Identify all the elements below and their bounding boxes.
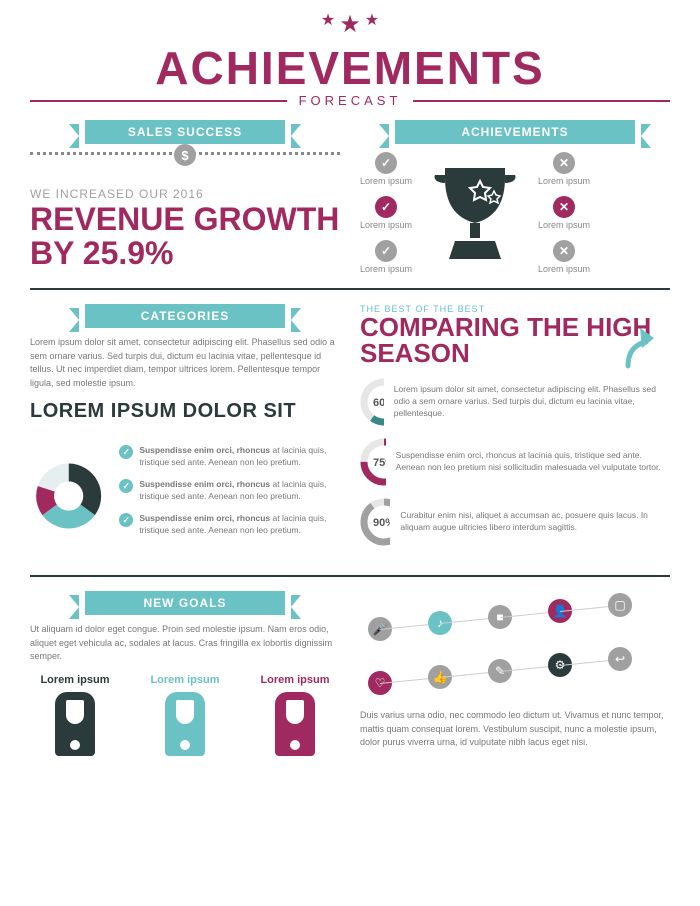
achievements-left-col: ✓ Lorem ipsum ✓ Lorem ipsum ✓ Lorem ipsum	[360, 152, 412, 274]
achievement-item: ✕ Lorem ipsum	[538, 240, 590, 274]
banner-categories: CATEGORIES	[85, 304, 285, 328]
arrow-up-icon	[624, 324, 658, 370]
icons-bottom-row: ♡👍✎⚙↩	[360, 645, 670, 695]
device-icon	[165, 692, 205, 756]
dotted-divider: $	[30, 152, 340, 177]
comparing-panel: THE BEST OF THE BEST COMPARING THE HIGH …	[360, 304, 670, 561]
check-icon: ✓	[375, 196, 397, 218]
check-icon: ✓	[375, 152, 397, 174]
star-icon: ★	[321, 10, 335, 39]
divider	[30, 288, 670, 290]
device-icon	[275, 692, 315, 756]
achievements-right-col: ✕ Lorem ipsum ✕ Lorem ipsum ✕ Lorem ipsum	[538, 152, 590, 274]
subtitle-wrap: FORECAST	[30, 93, 670, 108]
star-icon: ★	[339, 10, 361, 39]
categories-panel: CATEGORIES Lorem ipsum dolor sit amet, c…	[30, 304, 340, 561]
compare-title-text: COMPARING THE HIGH SEASON	[360, 312, 651, 368]
bullet-text: Suspendisse enim orci, rhoncus at lacini…	[139, 513, 340, 537]
category-icon: ↩	[608, 647, 632, 671]
achievement-item: ✓ Lorem ipsum	[360, 240, 412, 274]
achievement-label: Lorem ipsum	[360, 176, 412, 186]
bullet-list: ✓ Suspendisse enim orci, rhoncus at lacin…	[119, 445, 340, 546]
svg-text:60%: 60%	[373, 397, 384, 409]
achievement-label: Lorem ipsum	[538, 264, 590, 274]
progress-text: Suspendisse enim orci, rhoncus at lacini…	[396, 450, 670, 474]
bullet-item: ✓ Suspendisse enim orci, rhoncus at lacin…	[119, 445, 340, 469]
compare-title: COMPARING THE HIGH SEASON	[360, 314, 670, 366]
bullet-item: ✓ Suspendisse enim orci, rhoncus at lacin…	[119, 479, 340, 503]
dollar-icon: $	[174, 144, 196, 166]
goals-body: Ut aliquam id dolor eget congue. Proin s…	[30, 623, 340, 664]
section-2: CATEGORIES Lorem ipsum dolor sit amet, c…	[30, 304, 670, 561]
ring-chart: 90%	[360, 498, 390, 546]
goals-row: Lorem ipsum Lorem ipsum Lorem ipsum	[30, 674, 340, 756]
achievement-label: Lorem ipsum	[360, 220, 412, 230]
category-icon: ▢	[608, 593, 632, 617]
icons-panel: 🎤♪■👤▢ ♡👍✎⚙↩ Duis varius urna odio, nec c…	[360, 591, 670, 760]
progress-row: 90% Curabitur enim nisi, aliquet a accums…	[360, 498, 670, 546]
banner-achievements: ACHIEVEMENTS	[395, 120, 635, 144]
check-icon: ✓	[119, 479, 133, 493]
bullet-item: ✓ Suspendisse enim orci, rhoncus at lacin…	[119, 513, 340, 537]
progress-rings: 60% Lorem ipsum dolor sit amet, consectet…	[360, 378, 670, 546]
achievement-label: Lorem ipsum	[360, 264, 412, 274]
progress-row: 75% Suspendisse enim orci, rhoncus at lac…	[360, 438, 670, 486]
revenue-headline: REVENUE GROWTH BY 25.9%	[30, 203, 340, 270]
header: ★ ★ ★ ACHIEVEMENTS FORECAST	[30, 10, 670, 108]
categories-body: Lorem ipsum dolor sit amet, consectetur …	[30, 336, 340, 390]
check-icon: ✓	[119, 445, 133, 459]
section-3: NEW GOALS Ut aliquam id dolor eget congu…	[30, 591, 670, 760]
achievement-label: Lorem ipsum	[538, 220, 590, 230]
ring-chart: 75%	[360, 438, 386, 486]
ring-chart: 60%	[360, 378, 384, 426]
device-icon	[55, 692, 95, 756]
goal-item: Lorem ipsum	[30, 674, 120, 756]
page-title: ACHIEVEMENTS	[30, 41, 670, 95]
trophy-icon	[420, 153, 530, 273]
progress-text: Curabitur enim nisi, aliquet a accumsan …	[400, 510, 670, 534]
achievements-panel: ACHIEVEMENTS ✓ Lorem ipsum ✓ Lorem ipsum ✓ Lo…	[360, 120, 670, 274]
goal-item: Lorem ipsum	[140, 674, 230, 756]
donut-chart	[30, 431, 107, 561]
bullet-text: Suspendisse enim orci, rhoncus at lacini…	[139, 445, 340, 469]
cross-icon: ✕	[553, 152, 575, 174]
svg-text:75%: 75%	[373, 457, 386, 469]
achievement-item: ✕ Lorem ipsum	[538, 196, 590, 230]
progress-text: Lorem ipsum dolor sit amet, consectetur …	[394, 384, 670, 420]
goal-item: Lorem ipsum	[250, 674, 340, 756]
check-icon: ✓	[375, 240, 397, 262]
cross-icon: ✕	[553, 240, 575, 262]
achievement-label: Lorem ipsum	[538, 176, 590, 186]
banner-goals: NEW GOALS	[85, 591, 285, 615]
icons-top-row: 🎤♪■👤▢	[360, 591, 670, 641]
divider	[30, 575, 670, 577]
check-icon: ✓	[119, 513, 133, 527]
achievement-item: ✕ Lorem ipsum	[538, 152, 590, 186]
goal-label: Lorem ipsum	[30, 674, 120, 686]
progress-row: 60% Lorem ipsum dolor sit amet, consectet…	[360, 378, 670, 426]
sales-success-panel: SALES SUCCESS $ WE INCREASED OUR 2016 RE…	[30, 120, 340, 274]
achievement-item: ✓ Lorem ipsum	[360, 152, 412, 186]
banner-sales: SALES SUCCESS	[85, 120, 285, 144]
categories-title: LOREM IPSUM DOLOR SIT	[30, 400, 340, 423]
bullet-text: Suspendisse enim orci, rhoncus at lacini…	[139, 479, 340, 503]
revenue-intro: WE INCREASED OUR 2016	[30, 187, 340, 201]
stars-decoration: ★ ★ ★	[30, 10, 670, 39]
new-goals-panel: NEW GOALS Ut aliquam id dolor eget congu…	[30, 591, 340, 760]
section-1: SALES SUCCESS $ WE INCREASED OUR 2016 RE…	[30, 120, 670, 274]
star-icon: ★	[365, 10, 379, 39]
page-subtitle: FORECAST	[299, 93, 402, 108]
achievements-grid: ✓ Lorem ipsum ✓ Lorem ipsum ✓ Lorem ipsum ✕ Lo…	[360, 152, 670, 274]
cross-icon: ✕	[553, 196, 575, 218]
goal-label: Lorem ipsum	[140, 674, 230, 686]
goal-label: Lorem ipsum	[250, 674, 340, 686]
svg-text:90%: 90%	[373, 517, 390, 529]
achievement-item: ✓ Lorem ipsum	[360, 196, 412, 230]
icons-footer-text: Duis varius urna odio, nec commodo leo d…	[360, 709, 670, 750]
